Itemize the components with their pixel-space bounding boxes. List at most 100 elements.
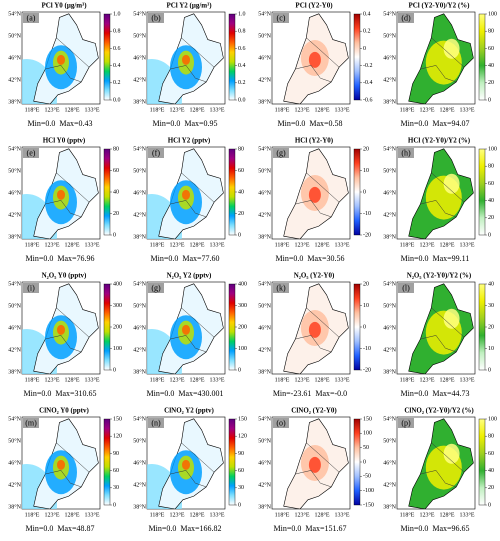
stats: Min=0.0 Max=30.56 — [275, 254, 344, 263]
lat-label: 54°N — [383, 280, 396, 287]
lon-label: 123°E — [169, 106, 184, 113]
panel-title: PCl Y0 (μg/m³) — [41, 2, 87, 10]
lat-label: 50°N — [258, 167, 271, 174]
province-border — [306, 442, 340, 473]
lon-label: 128°E — [189, 376, 204, 383]
lat-label: 38°N — [133, 503, 146, 510]
lat-label: 46°N — [8, 189, 21, 196]
lon-label: 118°E — [275, 376, 290, 383]
lat-label: 54°N — [133, 10, 146, 17]
colorbar-tick-label: -0.6 — [363, 97, 373, 103]
panel-title: PCl Y2 (μg/m³) — [166, 2, 212, 10]
field-shade — [443, 308, 460, 329]
panel: HCl Y2 (pptv) (f) 54°N 50°N 46°N 42°N 38°N 118°… — [133, 137, 244, 263]
colorbar-tick-label: -150 — [363, 502, 374, 508]
lat-label: 38°N — [8, 98, 21, 105]
colorbar-tick-label: 100 — [238, 346, 247, 352]
colorbar-tick-label: -20 — [363, 232, 371, 238]
colorbar-tick-label: 40 — [488, 198, 494, 204]
panel-title: ClNO₂ (Y2-Y0) — [291, 407, 337, 415]
province-border — [181, 307, 215, 338]
panel: HCl (Y2-Y0) (g) 54°N 50°N 46°N 42°N 38°N 118°E 1… — [258, 137, 371, 263]
field-shade — [308, 51, 321, 68]
panel-label-box — [23, 418, 39, 428]
colorbar — [103, 13, 111, 101]
panel-label-box — [398, 13, 414, 23]
lon-label: 128°E — [189, 241, 204, 248]
lat-label: 38°N — [133, 98, 146, 105]
panel-label-box — [273, 418, 289, 428]
colorbar-tick-label: 0.2 — [238, 80, 246, 86]
lat-label: 50°N — [133, 32, 146, 39]
lat-label: 38°N — [258, 503, 271, 510]
lon-label: 128°E — [64, 511, 79, 518]
lon-label: 133°E — [459, 376, 474, 383]
lon-label: 118°E — [25, 106, 40, 113]
colorbar-tick-label: 0 — [488, 97, 491, 103]
lat-label: 54°N — [133, 280, 146, 287]
lat-label: 50°N — [8, 437, 21, 444]
map-field — [147, 283, 224, 374]
colorbar — [228, 418, 236, 506]
field-shade — [57, 54, 65, 65]
colorbar-tick-label: 80 — [238, 146, 244, 152]
field-shade — [308, 186, 321, 203]
lat-label: 46°N — [133, 459, 146, 466]
colorbar-tick-label: 60 — [238, 468, 244, 474]
panel: HCl Y0 (pptv) (e) 54°N 50°N 46°N 42°N 38°N 118°… — [8, 137, 119, 263]
stats: Min=0.0 Max=430.001 — [146, 389, 223, 398]
panel-label-box — [273, 148, 289, 158]
colorbar-tick-label: 60 — [488, 181, 494, 187]
colorbar-tick-label: 0 — [363, 324, 366, 330]
lon-label: 123°E — [419, 511, 434, 518]
panel: ClNO₂ Y2 (pptv)(n) 54°N 50°N 46°N 42°N 38°N 11… — [133, 407, 247, 533]
lat-label: 38°N — [8, 233, 21, 240]
colorbar — [353, 283, 361, 371]
province-border — [420, 470, 457, 488]
colorbar-tick-label: 10 — [363, 303, 369, 309]
lat-label: 54°N — [383, 10, 396, 17]
map-field — [408, 148, 474, 239]
field-shade — [308, 456, 321, 473]
colorbar-tick-label: 30 — [113, 485, 119, 491]
stats: Min=0.0 Max=94.07 — [400, 119, 469, 128]
panel: N₂O₅ Y2 (pptv) (g) 54°N 50°N 46°N 42°N 38°N 118… — [133, 272, 247, 398]
colorbar-tick-label: 20 — [113, 211, 119, 217]
lon-label: 118°E — [400, 376, 415, 383]
colorbar-tick-label: 0.4 — [113, 63, 121, 69]
panel-title: ClNO₂ Y2 (pptv) — [164, 407, 214, 415]
lon-label: 123°E — [294, 511, 309, 518]
colorbar-tick-label: 150 — [363, 416, 372, 422]
lon-label: 133°E — [459, 241, 474, 248]
colorbar-tick-label: 0.4 — [363, 11, 371, 17]
stats: Min=0.0 Max=96.65 — [400, 524, 469, 533]
colorbar — [228, 283, 236, 371]
lat-label: 54°N — [8, 280, 21, 287]
lon-label: 133°E — [334, 511, 349, 518]
colorbar-tick-label: 100 — [363, 431, 372, 437]
field-shade — [443, 38, 460, 59]
lon-label: 128°E — [314, 511, 329, 518]
colorbar-tick-label: -0.2 — [363, 63, 373, 69]
province-border — [56, 307, 90, 338]
panel-title: N₂O₅ (Y2-Y0) — [294, 272, 335, 280]
colorbar — [103, 418, 111, 506]
panel-label: (f) — [152, 148, 160, 157]
lon-label: 128°E — [189, 511, 204, 518]
field-shade — [57, 189, 65, 200]
colorbar-tick-label: 0 — [113, 502, 116, 508]
lat-label: 46°N — [258, 459, 271, 466]
lat-label: 42°N — [8, 211, 21, 218]
lon-label: 133°E — [209, 376, 224, 383]
panel-label: (o) — [276, 418, 286, 427]
colorbar-tick-label: 150 — [113, 416, 122, 422]
stats: Min=0.0 Max=310.65 — [23, 389, 96, 398]
lon-label: 123°E — [419, 376, 434, 383]
lon-label: 128°E — [64, 241, 79, 248]
colorbar-tick-label: 0 — [113, 367, 116, 373]
colorbar-tick-label: 30 — [238, 485, 244, 491]
colorbar-tick-label: -10 — [363, 346, 371, 352]
lat-label: 54°N — [8, 415, 21, 422]
map-field — [22, 148, 99, 239]
colorbar-tick-label: 90 — [238, 451, 244, 457]
